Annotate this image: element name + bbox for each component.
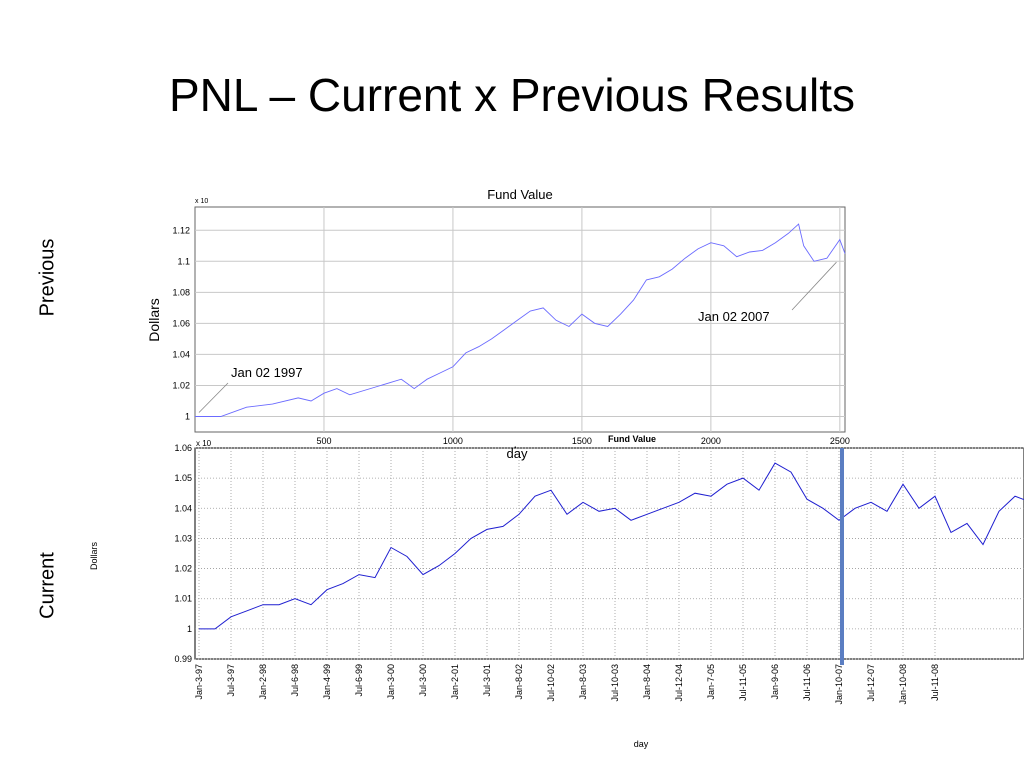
x-tick-label: Jan-2-98 <box>258 664 268 700</box>
x-tick-label: Jul-11-06 <box>802 664 812 701</box>
x-tick-label: Jan-7-05 <box>706 664 716 700</box>
y-tick-label: 1.1 <box>177 256 190 266</box>
annotation-arrow <box>198 382 229 413</box>
y-tick-label: 1.06 <box>174 443 192 453</box>
chart-title: Fund Value <box>608 434 656 444</box>
annotation-arrow <box>791 261 837 311</box>
x-tick-label: Jan-10-07 <box>834 664 844 705</box>
x-tick-label: Jan-3-97 <box>194 664 204 700</box>
y-tick-label: 0.99 <box>174 654 192 664</box>
x-tick-label: Jan-4-99 <box>322 664 332 700</box>
x-tick-label: Jan-2-01 <box>450 664 460 700</box>
x-tick-label: Jul-3-97 <box>226 664 236 697</box>
x-tick-label: Jan-9-06 <box>770 664 780 700</box>
chart-title: Fund Value <box>487 187 553 202</box>
chart-prev-day-label: day <box>507 446 528 461</box>
y-axis-label: Dollars <box>89 542 99 571</box>
y-tick-label: 1 <box>187 624 192 634</box>
x-tick-label: Jul-10-02 <box>546 664 556 702</box>
x-tick-label: 2500 <box>830 436 850 446</box>
y-tick-label: 1.06 <box>172 318 190 328</box>
annotation-label: Jan 02 2007 <box>698 309 770 324</box>
x-tick-label: Jul-12-07 <box>866 664 876 702</box>
x-tick-label: Jan-8-03 <box>578 664 588 700</box>
y-tick-label: 1.03 <box>174 533 192 543</box>
plot-area-1 <box>194 206 846 433</box>
x-tick-label: 2000 <box>701 436 721 446</box>
x-tick-label: Jul-10-03 <box>610 664 620 702</box>
x-tick-label: Jul-3-01 <box>482 664 492 697</box>
x-tick-label: Jul-11-08 <box>930 664 940 701</box>
y-tick-label: 1.08 <box>172 287 190 297</box>
x-tick-label: Jul-6-98 <box>290 664 300 697</box>
y-scale-note: x 10 <box>195 198 208 205</box>
x-tick-label: Jul-3-00 <box>418 664 428 697</box>
plot-area-2 <box>194 447 1024 660</box>
y-tick-label: 1 <box>185 411 190 421</box>
y-tick-label: 1.04 <box>172 349 190 359</box>
x-tick-label: 500 <box>316 436 331 446</box>
x-tick-label: Jul-12-04 <box>674 664 684 702</box>
y-tick-label: 1.05 <box>174 473 192 483</box>
x-axis-label: day <box>634 739 649 749</box>
series-line-previous <box>195 223 846 417</box>
x-tick-label: Jul-11-05 <box>738 664 748 701</box>
y-tick-label: 1.12 <box>172 225 190 235</box>
x-tick-label: 1500 <box>572 436 592 446</box>
x-tick-label: Jan-8-04 <box>642 664 652 700</box>
y-scale-note: x 10 <box>196 439 212 448</box>
series-line-current <box>199 462 1024 630</box>
x-tick-label: Jan-8-02 <box>514 664 524 700</box>
slide-title: PNL – Current x Previous Results <box>168 69 855 121</box>
x-tick-label: 1000 <box>443 436 463 446</box>
y-tick-label: 1.04 <box>174 503 192 513</box>
y-tick-label: 1.01 <box>174 594 192 604</box>
y-tick-label: 1.02 <box>174 564 192 574</box>
y-tick-label: 1.02 <box>172 380 190 390</box>
annotation-label: Jan 02 1997 <box>231 365 303 380</box>
x-tick-label: Jul-6-99 <box>354 664 364 697</box>
y-axis-label: Dollars <box>146 298 162 342</box>
x-tick-label: Jan-10-08 <box>898 664 908 705</box>
x-tick-label: Jan-3-00 <box>386 664 396 700</box>
